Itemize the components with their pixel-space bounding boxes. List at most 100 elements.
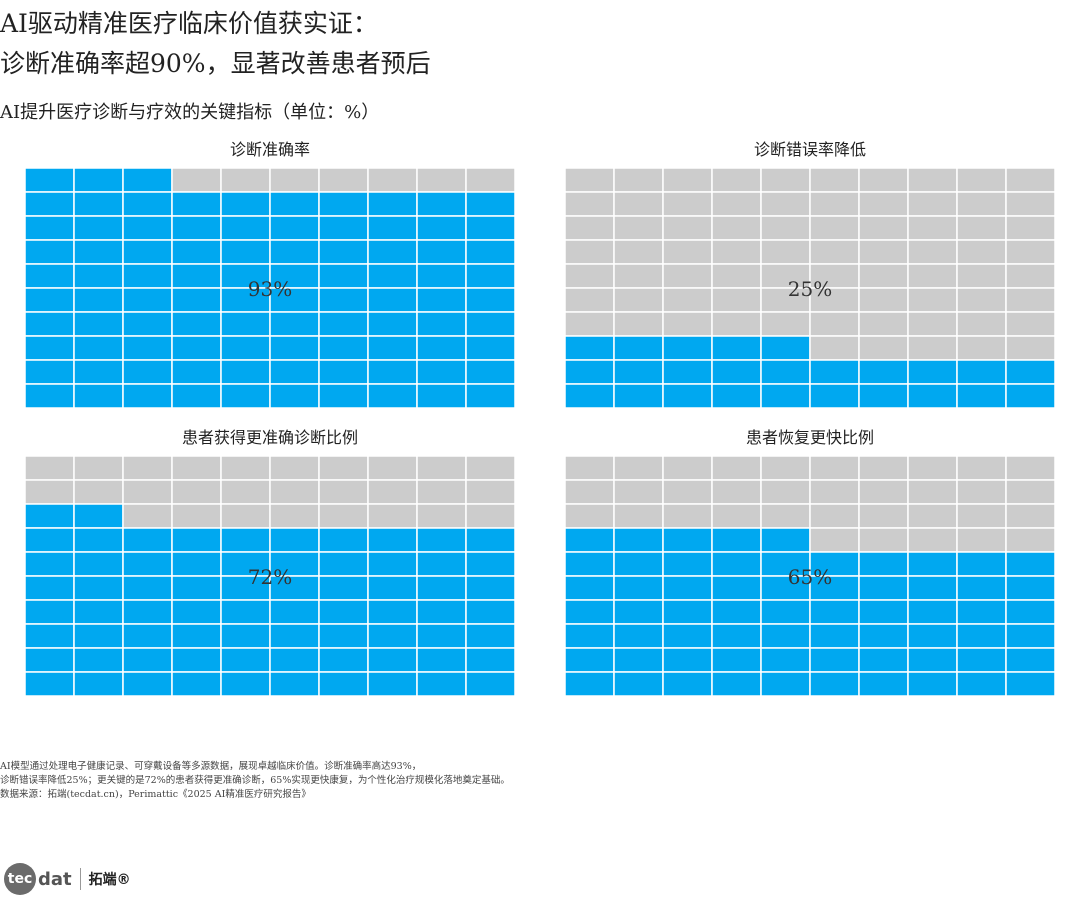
waffle-cell-empty [171, 503, 222, 529]
waffle-cell-filled [269, 647, 320, 673]
waffle-cell-filled [956, 359, 1007, 385]
waffle-cell-filled [122, 215, 173, 241]
waffle-cell-filled [465, 239, 515, 265]
waffle-cell-empty [809, 287, 860, 313]
waffle-cell-filled [465, 647, 515, 673]
waffle-cell-empty [1005, 168, 1055, 193]
waffle-cell-filled [416, 335, 467, 361]
waffle-chart-accurate-diagnosis-ratio: 72% [25, 456, 515, 696]
waffle-cell-empty [613, 215, 664, 241]
waffle-cell-filled [171, 359, 222, 385]
waffle-cell-empty [662, 191, 713, 217]
waffle-cell-empty [907, 239, 958, 265]
waffle-cell-filled [858, 599, 909, 625]
waffle-cell-filled [465, 383, 515, 408]
waffle-cell-filled [269, 287, 320, 313]
waffle-cell-empty [565, 311, 615, 337]
waffle-cell-filled [318, 215, 369, 241]
waffle-cell-empty [465, 168, 515, 193]
waffle-cell-filled [613, 359, 664, 385]
waffle-cell-empty [858, 335, 909, 361]
waffle-cell-filled [809, 647, 860, 673]
waffle-cell-filled [25, 647, 75, 673]
waffle-cell-filled [416, 575, 467, 601]
chart-title-line-2: 诊断准确率超90%，显著改善患者预后 [0, 49, 431, 78]
waffle-cell-filled [565, 671, 615, 696]
waffle-cell-filled [809, 383, 860, 408]
waffle-cell-empty [662, 456, 713, 481]
waffle-cell-empty [416, 503, 467, 529]
waffle-cell-filled [25, 551, 75, 577]
waffle-cell-empty [367, 456, 418, 481]
waffle-cell-empty [416, 168, 467, 193]
waffle-cell-filled [122, 599, 173, 625]
waffle-cell-empty [809, 335, 860, 361]
waffle-cell-empty [907, 335, 958, 361]
waffle-cell-filled [367, 551, 418, 577]
waffle-cell-filled [171, 671, 222, 696]
waffle-cell-empty [809, 456, 860, 481]
waffle-cell-filled [565, 359, 615, 385]
waffle-cell-filled [907, 575, 958, 601]
waffle-cell-filled [220, 671, 271, 696]
waffle-cell-empty [613, 287, 664, 313]
waffle-cell-filled [318, 575, 369, 601]
waffle-cell-empty [760, 263, 811, 289]
waffle-cell-filled [25, 503, 75, 529]
waffle-chart-diagnostic-accuracy: 93% [25, 168, 515, 408]
waffle-cell-filled [367, 647, 418, 673]
waffle-cell-filled [565, 623, 615, 649]
waffle-cell-filled [858, 383, 909, 408]
waffle-cell-filled [1005, 647, 1055, 673]
waffle-cell-empty [956, 168, 1007, 193]
waffle-cell-empty [565, 287, 615, 313]
waffle-cell-filled [711, 575, 762, 601]
waffle-cell-filled [122, 359, 173, 385]
waffle-cell-empty [809, 215, 860, 241]
waffle-cell-filled [73, 503, 124, 529]
waffle-cell-filled [171, 239, 222, 265]
waffle-cell-filled [465, 599, 515, 625]
waffle-cell-filled [269, 575, 320, 601]
waffle-cell-filled [367, 311, 418, 337]
waffle-value-label: 25% [788, 277, 832, 301]
waffle-cell-filled [956, 551, 1007, 577]
waffle-cell-empty [25, 479, 75, 505]
waffle-cell-filled [662, 359, 713, 385]
waffle-cell-filled [269, 311, 320, 337]
waffle-cell-empty [613, 263, 664, 289]
waffle-cell-filled [220, 383, 271, 408]
waffle-cell-empty [809, 191, 860, 217]
waffle-cell-empty [711, 479, 762, 505]
waffle-cell-filled [73, 527, 124, 553]
waffle-cell-filled [809, 359, 860, 385]
waffle-value-label: 93% [248, 277, 292, 301]
waffle-cell-empty [711, 215, 762, 241]
chart-subtitle: AI提升医疗诊断与疗效的关键指标（单位：%） [0, 102, 380, 123]
waffle-cell-filled [465, 263, 515, 289]
waffle-cell-empty [613, 168, 664, 193]
waffle-cell-filled [220, 311, 271, 337]
waffle-chart-faster-recovery-ratio: 65% [565, 456, 1055, 696]
footnote-line-1: AI模型通过处理电子健康记录、可穿戴设备等多源数据，展现卓越临床价值。诊断准确率… [0, 761, 422, 772]
waffle-cell-filled [367, 287, 418, 313]
waffle-cell-filled [122, 551, 173, 577]
waffle-cell-filled [318, 551, 369, 577]
waffle-cell-empty [318, 168, 369, 193]
waffle-cell-empty [662, 503, 713, 529]
waffle-cell-empty [711, 263, 762, 289]
waffle-cell-filled [662, 551, 713, 577]
waffle-cell-filled [907, 359, 958, 385]
waffle-cell-empty [565, 456, 615, 481]
waffle-cell-empty [956, 335, 1007, 361]
waffle-value-label: 65% [788, 565, 832, 589]
waffle-cell-filled [416, 671, 467, 696]
waffle-cell-filled [1005, 623, 1055, 649]
waffle-cell-filled [171, 647, 222, 673]
waffle-cell-empty [858, 239, 909, 265]
waffle-cell-empty [858, 215, 909, 241]
waffle-cell-empty [367, 503, 418, 529]
waffle-cell-empty [711, 311, 762, 337]
waffle-cell-filled [416, 239, 467, 265]
waffle-cell-filled [25, 263, 75, 289]
